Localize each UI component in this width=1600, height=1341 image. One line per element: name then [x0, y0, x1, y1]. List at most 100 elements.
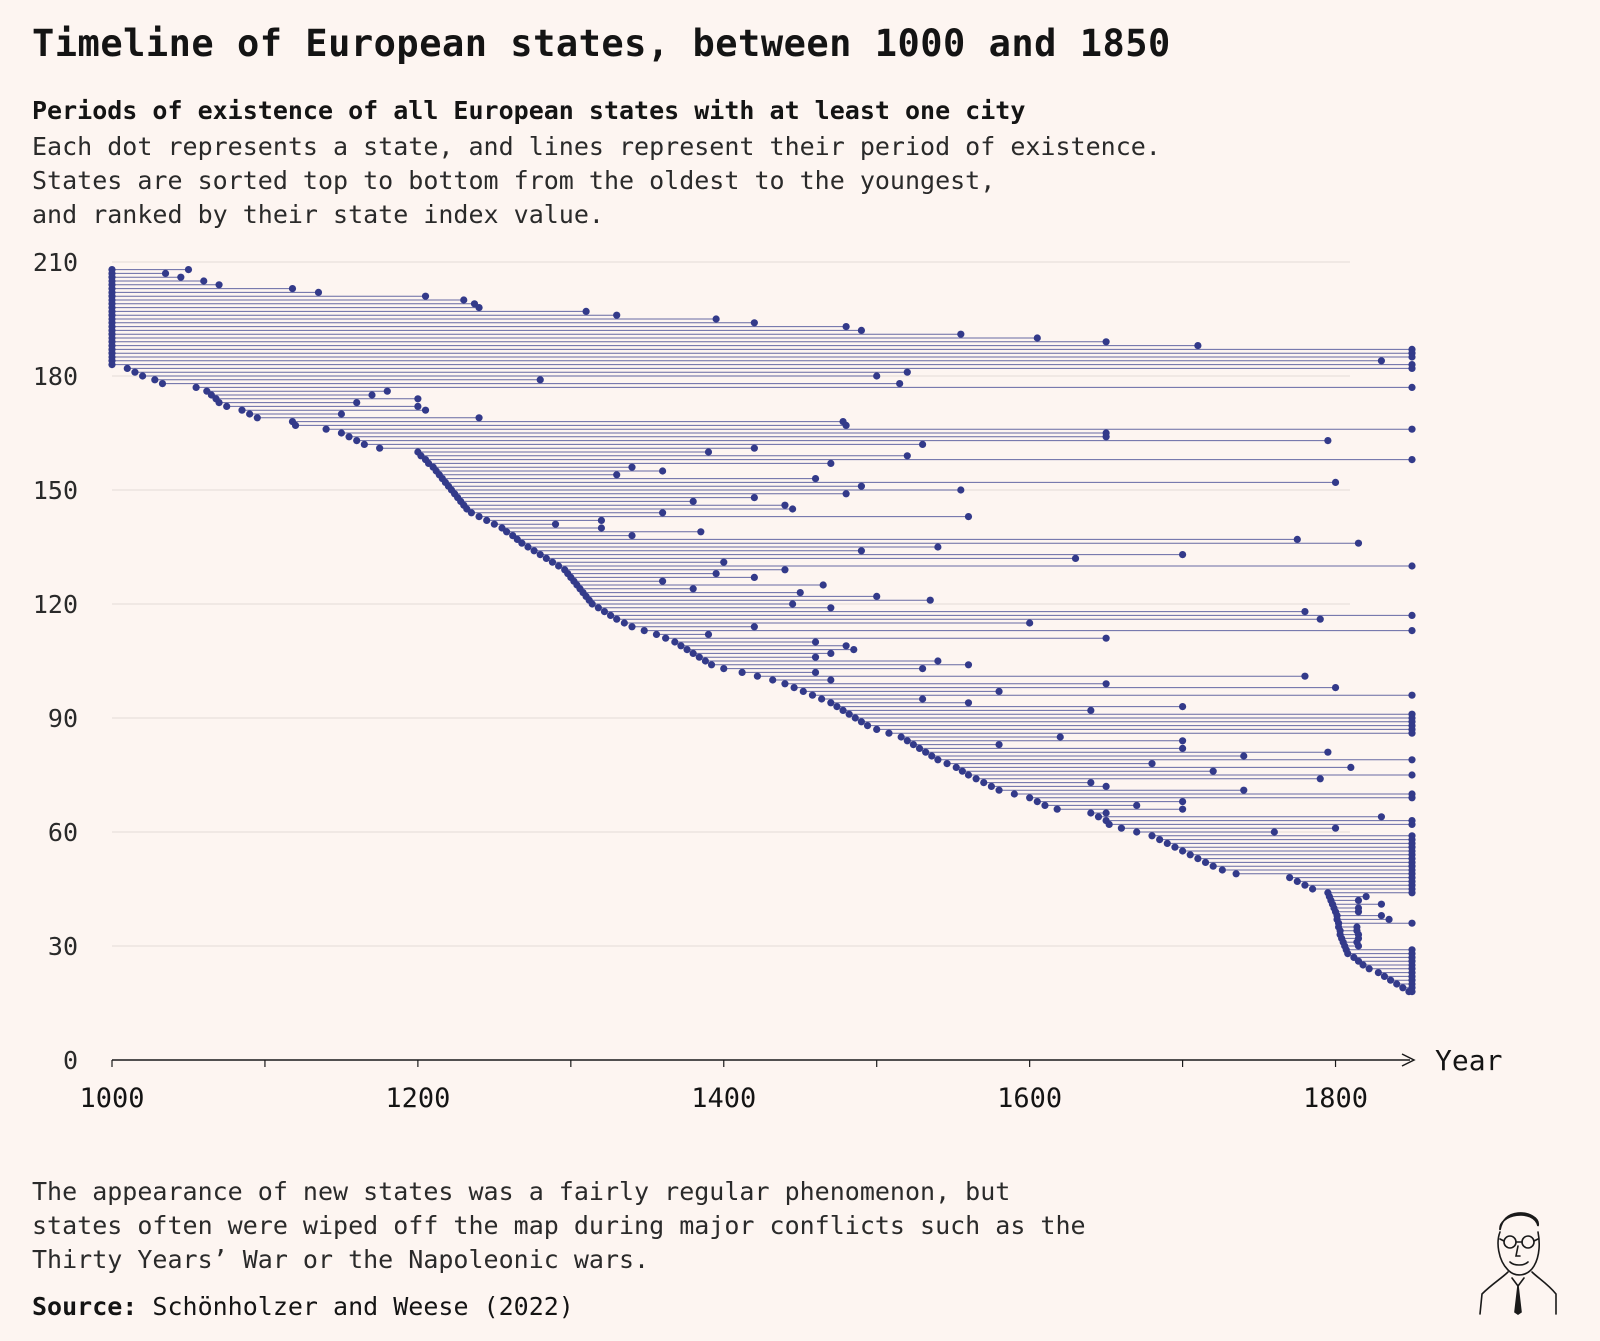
- state-start-dot: [1194, 855, 1202, 863]
- state-end-dot: [1056, 733, 1064, 741]
- state-start-dot: [671, 638, 679, 646]
- state-start-dot: [808, 691, 817, 699]
- state-end-dot: [857, 326, 866, 334]
- state-end-dot: [995, 741, 1003, 749]
- state-start-dot: [695, 653, 703, 661]
- source-text: Schönholzer and Weese (2022): [152, 1292, 574, 1321]
- state-end-dot: [957, 486, 965, 494]
- state-start-dot: [952, 763, 960, 772]
- state-end-dot: [1347, 763, 1355, 772]
- state-start-dot: [980, 779, 988, 787]
- state-start-dot: [851, 714, 859, 722]
- state-start-dot: [1033, 798, 1041, 806]
- description-line: and ranked by their state index value.: [32, 200, 604, 229]
- state-start-dot: [1171, 843, 1179, 851]
- state-end-dot: [964, 513, 973, 521]
- state-end-dot: [842, 490, 850, 498]
- state-start-dot: [720, 665, 728, 673]
- state-end-dot: [926, 596, 934, 604]
- state-end-dot: [337, 410, 346, 418]
- state-end-dot: [1408, 611, 1416, 619]
- state-start-dot: [857, 718, 866, 726]
- state-end-dot: [750, 494, 758, 502]
- y-tick-label: 180: [33, 362, 78, 391]
- state-start-dot: [1201, 858, 1210, 867]
- state-start-dot: [964, 771, 973, 779]
- state-start-dot: [131, 368, 139, 376]
- state-end-dot: [1316, 615, 1324, 623]
- state-start-dot: [138, 372, 147, 380]
- state-start-dot: [1156, 836, 1164, 844]
- state-end-dot: [1102, 634, 1110, 642]
- state-start-dot: [934, 756, 942, 764]
- state-end-dot: [1240, 786, 1248, 794]
- state-end-dot: [421, 406, 430, 414]
- state-start-dot: [1087, 809, 1095, 817]
- state-start-dot: [1293, 877, 1301, 886]
- state-end-dot: [995, 687, 1003, 695]
- x-axis-label: Year: [1435, 1044, 1502, 1077]
- state-start-dot: [1344, 950, 1352, 958]
- state-start-dot: [863, 722, 872, 730]
- state-end-dot: [704, 448, 713, 456]
- state-start-dot: [123, 364, 131, 372]
- state-end-dot: [1301, 608, 1309, 616]
- state-start-dot: [790, 684, 798, 692]
- state-start-dot: [628, 623, 636, 631]
- state-start-dot: [620, 619, 628, 627]
- state-end-dot: [896, 380, 904, 388]
- state-end-dot: [1178, 703, 1187, 711]
- y-tick-label: 210: [33, 250, 78, 277]
- x-axis-arrow: [1401, 1053, 1416, 1067]
- state-end-dot: [475, 304, 483, 312]
- state-start-dot: [548, 558, 557, 566]
- state-start-dot: [995, 786, 1003, 794]
- state-end-dot: [613, 471, 621, 479]
- state-end-dot: [712, 315, 720, 323]
- y-tick-label: 60: [48, 818, 78, 847]
- state-end-dot: [811, 475, 820, 483]
- state-start-dot: [246, 410, 254, 418]
- state-start-dot: [943, 760, 951, 768]
- state-start-dot: [1359, 961, 1367, 969]
- state-end-dot: [200, 277, 208, 285]
- footnote-line: The appearance of new states was a fairl…: [32, 1177, 1011, 1206]
- state-end-dot: [697, 528, 705, 536]
- state-start-dot: [827, 699, 835, 707]
- state-start-dot: [662, 634, 670, 642]
- state-end-dot: [1324, 748, 1332, 756]
- state-end-dot: [460, 296, 468, 304]
- state-end-dot: [1178, 744, 1187, 752]
- state-end-dot: [1408, 562, 1416, 570]
- chart-description: Each dot represents a state, and lines r…: [32, 130, 1161, 232]
- state-start-dot: [972, 775, 980, 783]
- state-start-dot: [1365, 965, 1373, 973]
- state-end-dot: [903, 452, 911, 460]
- state-end-dot: [811, 638, 820, 646]
- state-start-dot: [738, 668, 746, 676]
- state-end-dot: [1102, 433, 1110, 441]
- state-start-dot: [707, 661, 716, 669]
- state-end-dot: [1408, 353, 1416, 361]
- state-start-dot: [799, 687, 807, 695]
- state-end-dot: [1408, 364, 1416, 372]
- y-tick-label: 0: [63, 1046, 78, 1075]
- state-start-dot: [502, 528, 511, 536]
- state-end-dot: [1354, 942, 1363, 950]
- state-end-dot: [1408, 456, 1416, 464]
- state-start-dot: [1232, 870, 1240, 878]
- state-start-dot: [1163, 839, 1171, 848]
- state-start-dot: [753, 672, 762, 680]
- state-end-dot: [1087, 779, 1095, 787]
- state-end-dot: [1102, 782, 1110, 791]
- state-start-dot: [524, 543, 532, 551]
- state-start-dot: [291, 421, 300, 429]
- source-label: Source:: [32, 1292, 138, 1321]
- state-start-dot: [833, 703, 841, 711]
- state-end-dot: [811, 653, 820, 661]
- state-end-dot: [750, 623, 758, 631]
- state-end-dot: [1331, 824, 1340, 832]
- state-start-dot: [781, 680, 789, 688]
- state-end-dot: [918, 440, 927, 448]
- y-tick-label: 120: [33, 590, 78, 619]
